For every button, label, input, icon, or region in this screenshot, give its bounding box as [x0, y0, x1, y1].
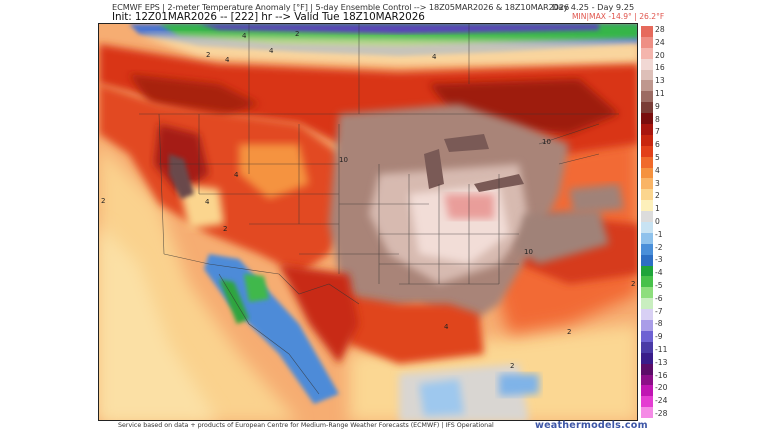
- contour-label: 2: [101, 197, 105, 205]
- color-swatch: [641, 254, 653, 266]
- color-scale-tick: -6: [655, 293, 663, 303]
- contour-label: 2: [223, 225, 227, 233]
- color-swatch: [641, 134, 653, 146]
- color-scale-tick: 9: [655, 101, 660, 111]
- color-scale-tick: 2: [655, 191, 660, 201]
- color-swatch: [641, 222, 653, 233]
- color-swatch: [641, 287, 653, 299]
- color-swatch: [641, 69, 653, 81]
- contour-label: 4: [444, 323, 449, 331]
- color-scale-tick: 16: [655, 63, 665, 73]
- color-swatch: [641, 330, 653, 342]
- color-scale-tick: 7: [655, 127, 660, 137]
- contour-labels: 4 4 2 4 4 2 2 4 2 4 10 10 10 4 2 2 2: [101, 30, 635, 370]
- color-scale-tick: -16: [655, 370, 668, 380]
- color-swatch: [641, 363, 653, 375]
- brand-link[interactable]: weathermodels.com: [535, 420, 648, 431]
- color-scale-tick: -20: [655, 383, 668, 393]
- color-swatch: [641, 407, 653, 419]
- color-swatch: [641, 47, 653, 59]
- color-swatch: [641, 309, 653, 321]
- data-credit: Service based on data + products of Euro…: [118, 422, 494, 429]
- color-swatch: [641, 385, 653, 397]
- color-swatch: [641, 211, 653, 223]
- color-scale-bar: [641, 26, 653, 419]
- contour-label: 2: [631, 280, 635, 288]
- color-scale-tick: 3: [655, 178, 660, 188]
- contour-label: 4: [225, 56, 230, 64]
- color-swatch: [641, 145, 653, 157]
- contour-label: 4: [432, 53, 437, 61]
- color-scale-tick: -1: [655, 229, 663, 239]
- chart-title-init-valid: Init: 12Z01MAR2026 -- [222] hr --> Valid…: [112, 11, 425, 23]
- color-scale-tick: -2: [655, 242, 663, 252]
- color-scale-tick: -7: [655, 306, 663, 316]
- color-scale-tick: 13: [655, 76, 665, 86]
- contour-label: 2: [295, 30, 299, 38]
- color-scale-tick: -5: [655, 281, 663, 290]
- color-scale-tick: -11: [655, 345, 668, 354]
- min-max-values: MIN|MAX -14.9° | 26.2°F: [572, 12, 665, 21]
- color-swatch: [641, 374, 653, 386]
- color-swatch: [641, 189, 653, 201]
- contour-label: 4: [234, 171, 239, 179]
- chart-title-line1: ECMWF EPS | 2-meter Temperature Anomaly …: [112, 2, 570, 12]
- color-scale-ticks: 28 24 20 16 13 11 9 8 7 6 5 4 3 2 1 0 -1 -2 -3 -4 -5 -6 -7 -8 -9…: [655, 26, 679, 418]
- contour-label: 2: [567, 328, 571, 336]
- color-swatch: [641, 320, 653, 331]
- color-scale-tick: 28: [655, 25, 665, 34]
- contour-label: 4: [242, 32, 247, 40]
- contour-label: 10: [339, 156, 348, 164]
- contour-label: 4: [269, 47, 274, 55]
- color-scale-tick: 6: [655, 140, 660, 150]
- contour-label: 4: [205, 198, 210, 206]
- contour-label: 2: [510, 362, 514, 370]
- color-scale-tick: 0: [655, 217, 660, 226]
- color-swatch: [641, 58, 653, 70]
- color-scale-tick: -3: [655, 255, 663, 265]
- contour-label: 2: [206, 51, 210, 59]
- color-swatch: [641, 113, 653, 125]
- color-scale-tick: 5: [655, 153, 660, 162]
- temperature-anomaly-map: 4 4 2 4 4 2 2 4 2 4 10 10 10 4 2 2 2: [98, 23, 638, 421]
- color-swatch: [641, 298, 653, 310]
- color-swatch: [641, 36, 653, 48]
- color-swatch: [641, 156, 653, 168]
- color-scale-tick: 24: [655, 37, 665, 47]
- color-swatch: [641, 26, 653, 37]
- color-swatch: [641, 178, 653, 190]
- color-swatch: [641, 80, 653, 92]
- map-canvas: 4 4 2 4 4 2 2 4 2 4 10 10 10 4 2 2 2: [99, 24, 637, 420]
- color-scale-tick: -8: [655, 319, 663, 329]
- contour-label: 10: [542, 138, 551, 146]
- color-swatch: [641, 200, 653, 212]
- color-swatch: [641, 102, 653, 114]
- color-scale-tick: -9: [655, 332, 663, 342]
- contour-label: 10: [524, 248, 533, 256]
- color-scale-tick: 4: [655, 165, 660, 175]
- color-swatch: [641, 352, 653, 364]
- forecast-day-range: Day 4.25 - Day 9.25: [552, 2, 635, 12]
- color-swatch: [641, 243, 653, 255]
- color-scale-tick: 8: [655, 114, 660, 124]
- color-swatch: [641, 91, 653, 103]
- color-swatch: [641, 396, 653, 408]
- color-scale-tick: -28: [655, 409, 668, 418]
- color-swatch: [641, 124, 653, 135]
- color-scale-tick: -4: [655, 268, 663, 278]
- color-swatch: [641, 341, 653, 353]
- color-scale-tick: -24: [655, 396, 668, 406]
- color-scale-tick: 20: [655, 50, 665, 60]
- color-scale-tick: 1: [655, 204, 660, 214]
- color-swatch: [641, 276, 653, 288]
- color-swatch: [641, 232, 653, 244]
- color-scale-tick: 11: [655, 89, 665, 98]
- color-swatch: [641, 167, 653, 179]
- color-scale-tick: -13: [655, 357, 668, 367]
- color-swatch: [641, 265, 653, 277]
